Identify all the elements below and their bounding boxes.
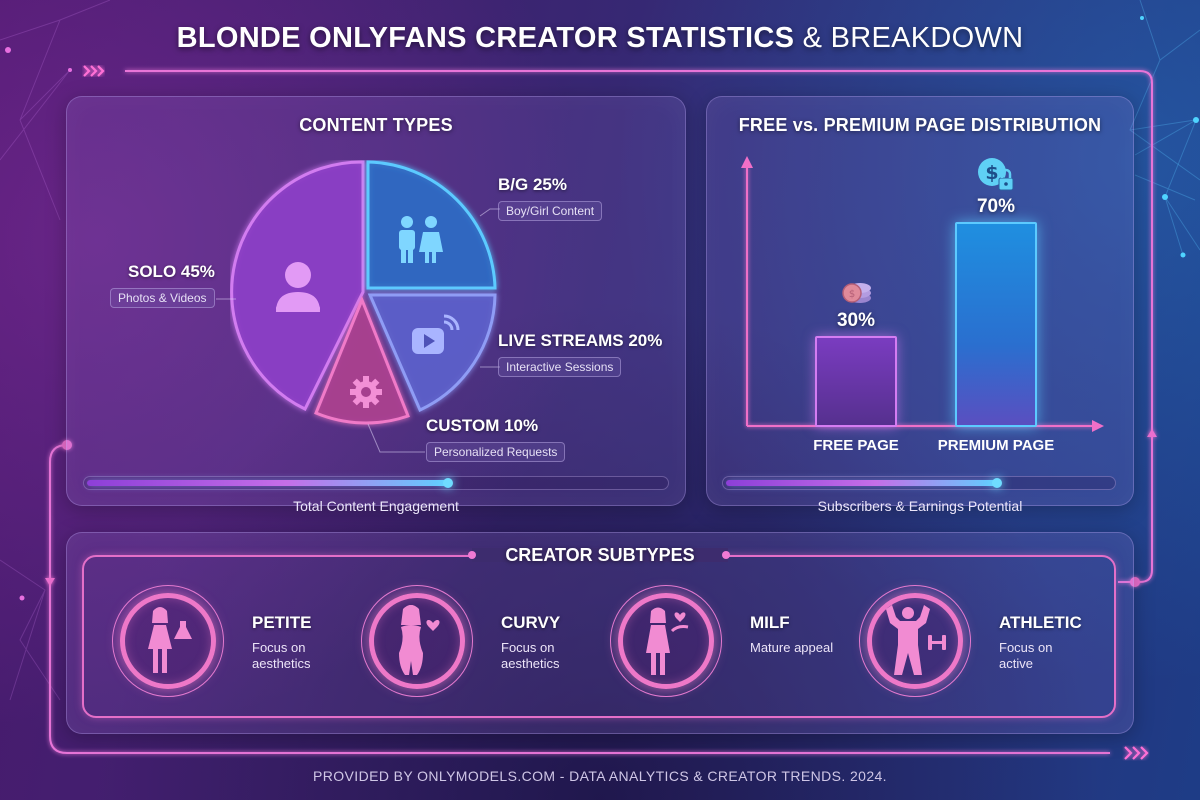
woman-dress-icon — [148, 607, 192, 673]
subtype-curvy[interactable]: CURVY Focus on aesthetics — [361, 585, 601, 697]
bar-value-free: 30% — [836, 310, 876, 331]
subtype-petite[interactable]: PETITE Focus on aesthetics — [112, 585, 352, 697]
content-engagement-caption: Total Content Engagement — [293, 498, 459, 514]
title-light: & BREAKDOWN — [802, 22, 1024, 54]
chevrons-top-icon — [83, 65, 105, 77]
svg-text:$: $ — [985, 162, 998, 184]
bar-label-premium: PREMIUM PAGE — [937, 437, 1055, 454]
footer-credit: PROVIDED BY ONLYMODELS.COM - DATA ANALYT… — [313, 768, 887, 784]
pie-slice-custom[interactable] — [314, 295, 410, 425]
progress-knob — [992, 478, 1002, 488]
progress-fill — [726, 478, 1002, 488]
subtype-milf[interactable]: MILF Mature appeal — [610, 585, 850, 697]
svg-text:$: $ — [849, 289, 855, 300]
bar-value-premium: 70% — [976, 196, 1016, 217]
coins-icon: $ — [842, 283, 871, 303]
woman-caring-icon — [646, 607, 689, 675]
pill-bg: Boy/Girl Content — [498, 201, 603, 221]
pill-solo: Photos & Videos — [110, 288, 215, 308]
woman-heart-icon — [399, 605, 440, 675]
bodybuilder-icon — [886, 605, 946, 675]
gear-icon — [350, 376, 382, 408]
distribution-title: FREE vs. PREMIUM PAGE DISTRIBUTION — [738, 115, 1102, 135]
content-engagement-progress — [83, 476, 669, 490]
progress-fill — [87, 478, 453, 488]
content-types-title: CONTENT TYPES — [299, 115, 453, 135]
label-bg: B/G 25% Boy/Girl Content — [498, 175, 603, 221]
label-custom: CUSTOM 10% Personalized Requests — [426, 416, 566, 462]
label-live-streams: LIVE STREAMS 20% Interactive Sessions — [498, 331, 662, 377]
pill-live-streams: Interactive Sessions — [498, 357, 622, 377]
bar-premium-page[interactable] — [955, 222, 1037, 427]
dollar-lock-icon: $ — [978, 158, 1014, 191]
title-bold: BLONDE ONLYFANS CREATOR STATISTICS — [176, 22, 795, 54]
earnings-potential-caption: Subscribers & Earnings Potential — [817, 498, 1023, 514]
couple-icon — [399, 216, 443, 263]
earnings-potential-progress — [722, 476, 1116, 490]
bar-label-free: FREE PAGE — [813, 437, 899, 454]
pill-custom: Personalized Requests — [426, 442, 566, 462]
distribution-panel: FREE vs. PREMIUM PAGE DISTRIBUTION — [706, 96, 1134, 506]
progress-knob — [443, 478, 453, 488]
subtype-athletic[interactable]: ATHLETIC Focus on active — [859, 585, 1099, 697]
bar-free-page[interactable] — [815, 336, 897, 427]
person-icon — [276, 262, 320, 312]
chevrons-bottom-icon — [1124, 746, 1149, 760]
live-video-icon — [412, 314, 460, 354]
subtypes-title: CREATOR SUBTYPES — [505, 545, 695, 565]
content-types-pie-chart — [230, 160, 510, 430]
page-title: BLONDE ONLYFANS CREATOR STATISTICS & BRE… — [0, 22, 1200, 55]
label-solo: SOLO 45% Photos & Videos — [110, 262, 215, 308]
